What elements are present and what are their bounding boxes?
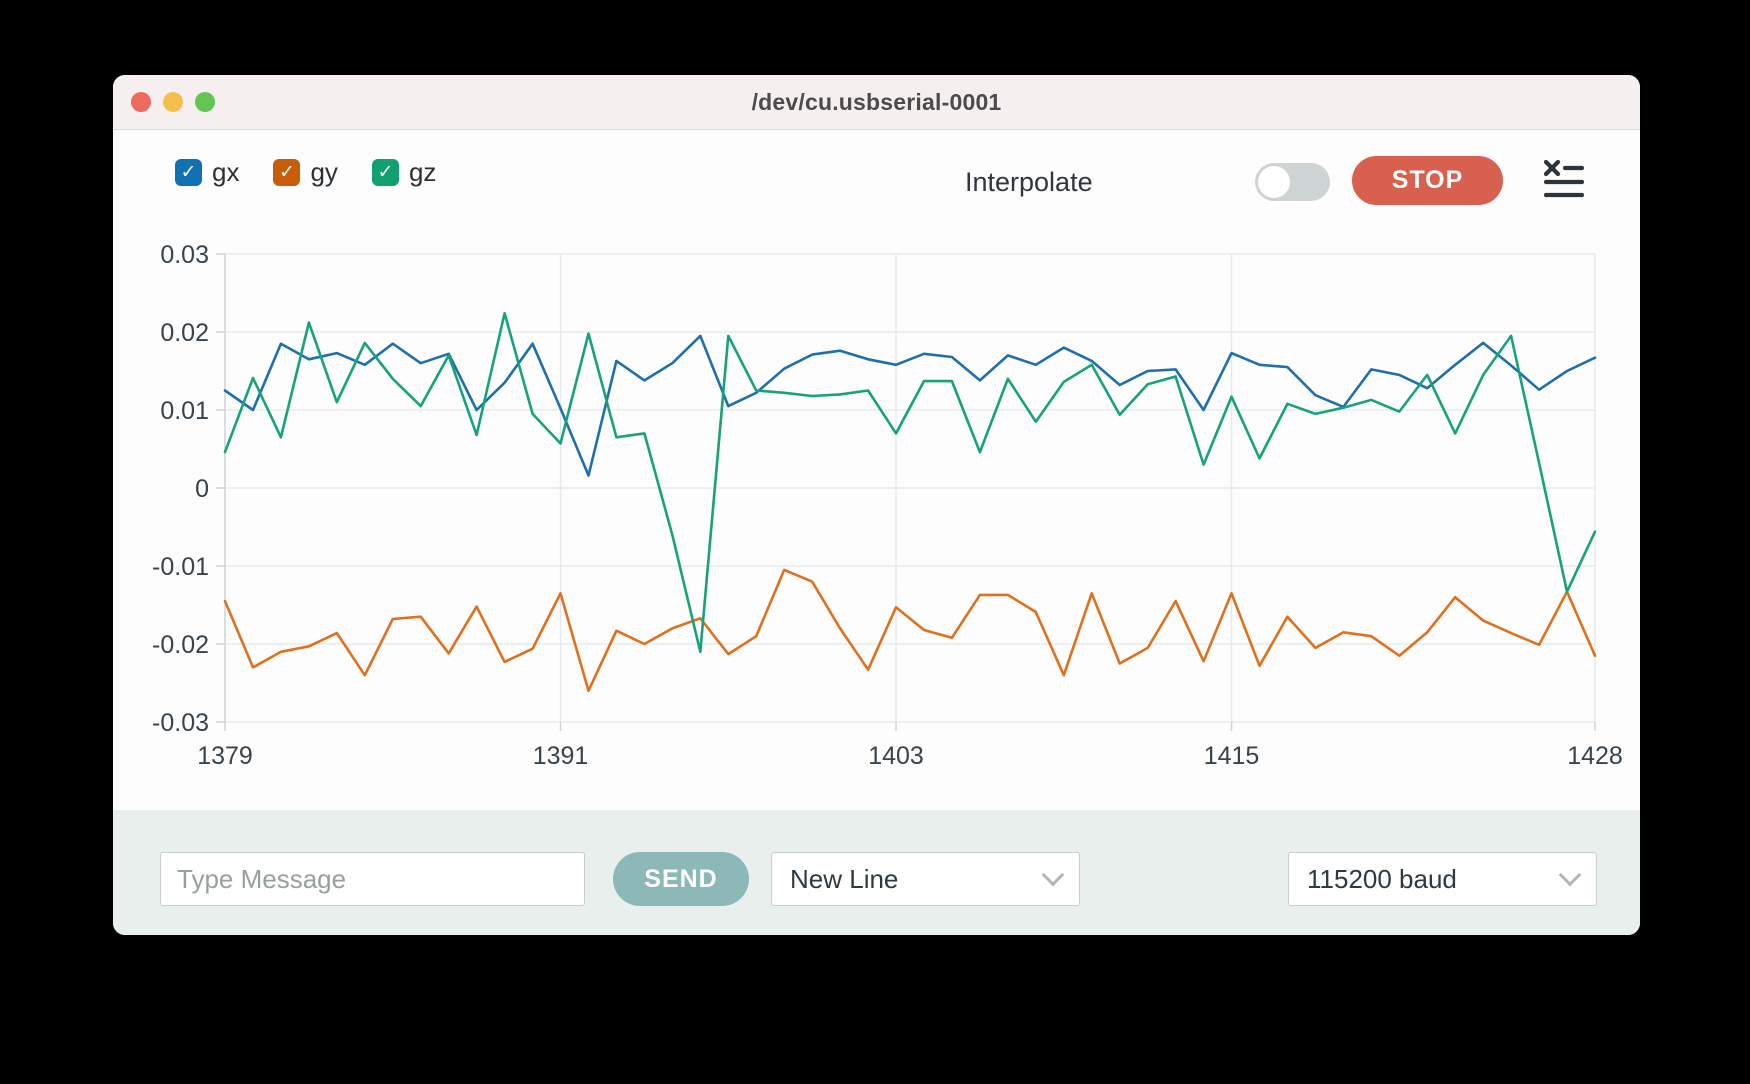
svg-text:0.01: 0.01 [160, 397, 209, 425]
chart: 0.03 0.02 0.01 0 -0.01 -0.02 -0.03 1379 1391 1403… [152, 241, 1623, 770]
svg-text:-0.03: -0.03 [152, 709, 209, 737]
baud-rate-select[interactable]: 115200 baud [1288, 852, 1597, 906]
clear-list-icon [1543, 159, 1585, 198]
gy-checkbox[interactable]: ✓ [273, 159, 301, 186]
send-button[interactable]: SEND [613, 852, 749, 906]
legend-item-gz[interactable]: ✓ gz [371, 157, 437, 188]
svg-text:-0.02: -0.02 [152, 631, 209, 659]
svg-text:1403: 1403 [868, 742, 924, 770]
legend-item-gx[interactable]: ✓ gx [175, 157, 239, 188]
gx-label: gx [212, 157, 240, 187]
interpolate-label: Interpolate [965, 167, 1093, 197]
toggle-knob [1258, 166, 1290, 198]
svg-text:0.02: 0.02 [160, 319, 209, 347]
series-legend: ✓ gx ✓ gy ✓ gz [175, 157, 436, 188]
line-ending-value: New Line [790, 863, 899, 894]
gz-checkbox[interactable]: ✓ [371, 159, 399, 186]
minimize-button[interactable] [163, 92, 183, 112]
gx-checkbox[interactable]: ✓ [175, 159, 202, 186]
gz-label: gz [408, 157, 437, 187]
zoom-button[interactable] [195, 92, 215, 112]
gy-label: gy [310, 157, 338, 187]
line-ending-select[interactable]: New Line [771, 852, 1080, 906]
baud-rate-value: 115200 baud [1307, 863, 1457, 894]
legend-item-gy[interactable]: ✓ gy [273, 157, 338, 188]
interpolate-toggle[interactable] [1255, 163, 1330, 201]
message-input[interactable] [160, 852, 585, 906]
svg-text:1391: 1391 [533, 742, 589, 770]
svg-text:1415: 1415 [1204, 742, 1260, 770]
serial-plotter-window: /dev/cu.usbserial-0001 ✓ gx ✓ gy ✓ gz In… [113, 75, 1640, 935]
svg-text:1379: 1379 [197, 742, 253, 770]
chevron-down-icon [1041, 863, 1065, 887]
traffic-lights [131, 92, 215, 112]
titlebar: /dev/cu.usbserial-0001 [113, 75, 1640, 130]
close-button[interactable] [131, 92, 151, 112]
chart-area: 0.03 0.02 0.01 0 -0.01 -0.02 -0.03 1379 1391 1403… [133, 215, 1623, 790]
svg-text:-0.01: -0.01 [152, 553, 209, 581]
svg-text:0: 0 [195, 475, 209, 503]
window-title: /dev/cu.usbserial-0001 [751, 88, 1002, 115]
chevron-down-icon [1558, 863, 1582, 887]
stop-button[interactable]: STOP [1352, 156, 1503, 205]
clear-list-button[interactable] [1543, 159, 1585, 199]
svg-text:0.03: 0.03 [160, 241, 209, 269]
svg-text:1428: 1428 [1567, 742, 1623, 770]
